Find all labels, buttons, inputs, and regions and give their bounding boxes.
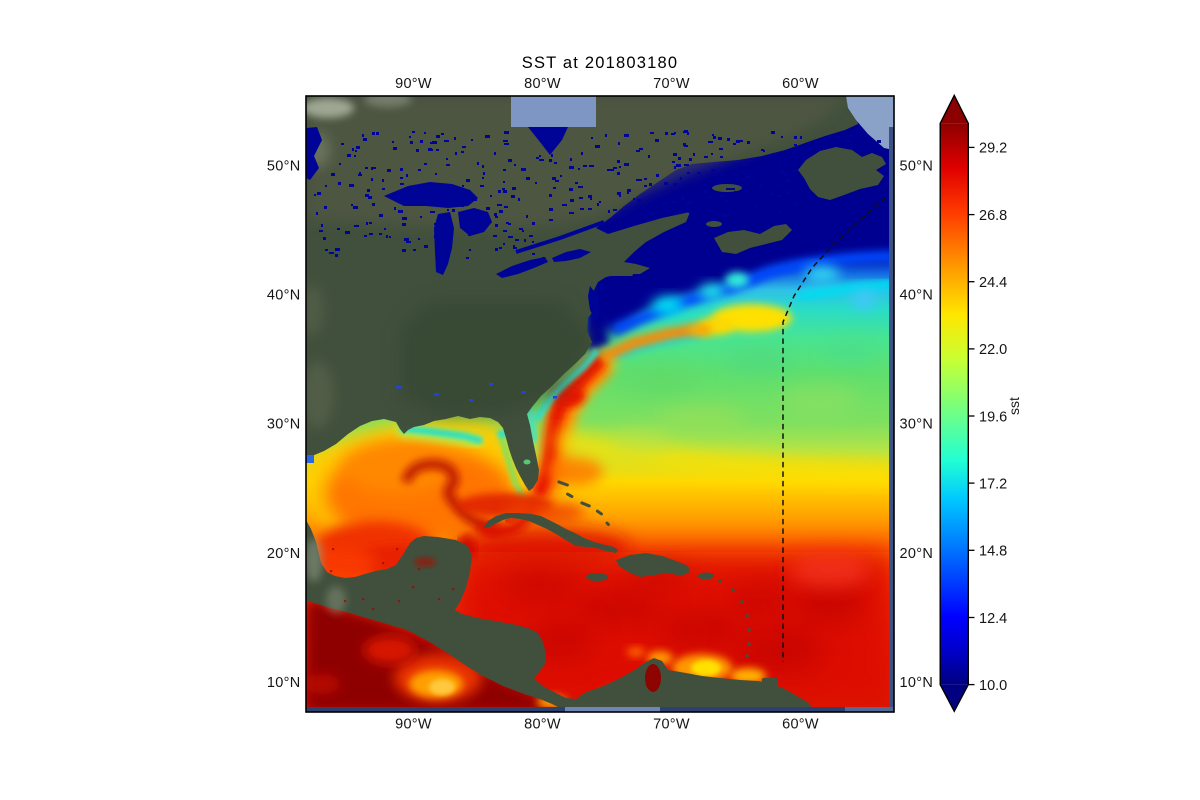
svg-text:50°N: 50°N [267, 159, 301, 175]
svg-text:10°N: 10°N [267, 675, 301, 691]
svg-text:22.0: 22.0 [979, 342, 1007, 358]
svg-text:26.8: 26.8 [979, 208, 1007, 224]
svg-text:29.2: 29.2 [979, 141, 1007, 157]
svg-text:10.0: 10.0 [979, 678, 1007, 694]
svg-text:60°W: 60°W [782, 717, 819, 733]
svg-text:20°N: 20°N [267, 546, 301, 562]
svg-text:70°W: 70°W [653, 717, 690, 733]
svg-text:80°W: 80°W [524, 717, 561, 733]
svg-text:60°W: 60°W [782, 76, 819, 92]
svg-text:20°N: 20°N [900, 546, 934, 562]
svg-text:70°W: 70°W [653, 76, 690, 92]
svg-text:24.4: 24.4 [979, 275, 1007, 291]
svg-text:12.4: 12.4 [979, 611, 1007, 627]
svg-text:17.2: 17.2 [979, 476, 1007, 492]
svg-text:90°W: 90°W [395, 717, 432, 733]
svg-text:40°N: 40°N [267, 288, 301, 304]
svg-text:80°W: 80°W [524, 76, 561, 92]
svg-text:50°N: 50°N [900, 159, 934, 175]
svg-text:sst: sst [1006, 397, 1022, 415]
svg-text:SST at 201803180: SST at 201803180 [522, 54, 679, 72]
svg-text:14.8: 14.8 [979, 544, 1007, 560]
svg-text:40°N: 40°N [900, 288, 934, 304]
svg-text:90°W: 90°W [395, 76, 432, 92]
svg-text:10°N: 10°N [900, 675, 934, 691]
svg-text:30°N: 30°N [267, 417, 301, 433]
svg-text:30°N: 30°N [900, 417, 934, 433]
svg-text:19.6: 19.6 [979, 409, 1007, 425]
